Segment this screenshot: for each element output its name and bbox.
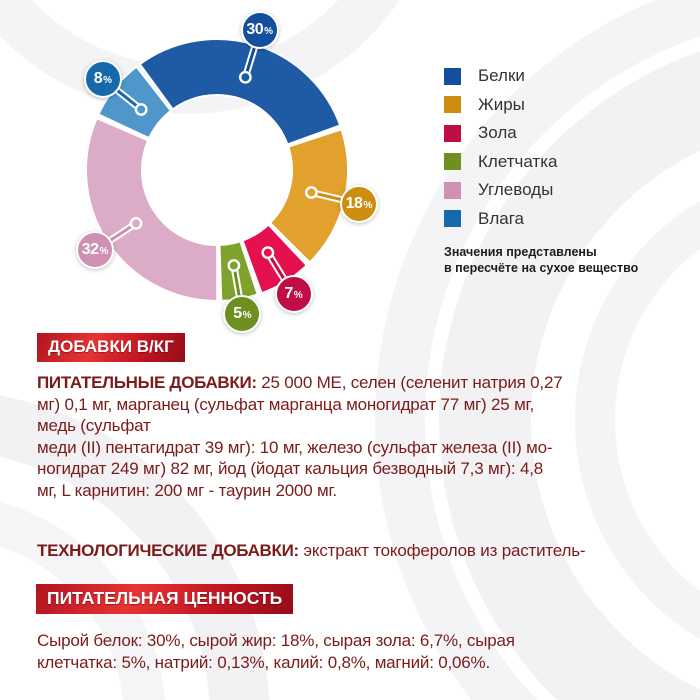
percent-bubble-label: 32% [81,241,109,259]
nutrition-value-paragraph: Сырой белок: 30%, сырой жир: 18%, сырая … [37,631,515,672]
percent-bubble-vlaga: 8% [83,59,122,98]
nutritional-additives-label: ПИТАТЕЛЬНЫЕ ДОБАВКИ: [37,373,257,392]
percent-bubble-label: 8% [93,69,113,87]
percent-bubble-uglevody: 32% [76,231,115,270]
percent-bubble-label: 5% [233,304,252,322]
percent-bubble-label: 18% [345,194,373,212]
chart-legend: Белки Жиры Зола Клетчатка Углеводы Влага… [444,62,674,276]
legend-swatch-zhiry [444,96,461,114]
legend-label: Жиры [478,94,525,114]
nutritional-additives-paragraph: ПИТАТЕЛЬНЫЕ ДОБАВКИ: 25 000 МЕ, селен (с… [37,372,679,502]
donut-chart: 30% 18% 7% 5% 32% 8% [0,0,430,345]
legend-item-belki: Белки [444,62,674,91]
legend-swatch-uglevody [444,181,461,199]
legend-item-kletchatka: Клетчатка [444,148,674,177]
legend-label: Зола [478,123,517,143]
legend-item-uglevody: Углеводы [444,176,674,205]
legend-swatch-kletchatka [444,153,461,171]
technological-additives-text: экстракт токоферолов из раститель- [298,541,586,560]
percent-bubble-belki: 30% [240,11,279,50]
percent-bubble-zola: 7% [274,275,313,314]
legend-swatch-zola [444,124,461,142]
donut-chart-canvas [85,26,363,318]
legend-swatch-vlaga [444,210,461,228]
nutrition-value-badge: ПИТАТЕЛЬНАЯ ЦЕННОСТЬ [36,584,294,614]
technological-additives-label: ТЕХНОЛОГИЧЕСКИЕ ДОБАВКИ: [37,541,299,560]
legend-label: Клетчатка [478,151,558,171]
legend-label: Белки [478,66,525,86]
percent-bubble-label: 30% [246,21,274,39]
nutritional-additives-text: 25 000 МЕ, селен (селенит натрия 0,27 мг… [37,373,563,500]
percent-bubble-zhiry: 18% [340,184,379,223]
legend-item-vlaga: Влага [444,205,674,234]
legend-item-zhiry: Жиры [444,91,674,120]
percent-bubble-label: 7% [284,285,303,303]
percent-bubble-kletchatka: 5% [223,294,262,333]
legend-item-zola: Зола [444,119,674,148]
technological-additives-paragraph: ТЕХНОЛОГИЧЕСКИЕ ДОБАВКИ: экстракт токофе… [37,540,679,562]
legend-label: Углеводы [478,180,554,200]
legend-label: Влага [478,208,524,228]
legend-swatch-belki [444,67,461,85]
additives-badge: ДОБАВКИ В/КГ [37,333,185,362]
legend-note: Значения представлены в пересчёте на сух… [444,245,639,275]
